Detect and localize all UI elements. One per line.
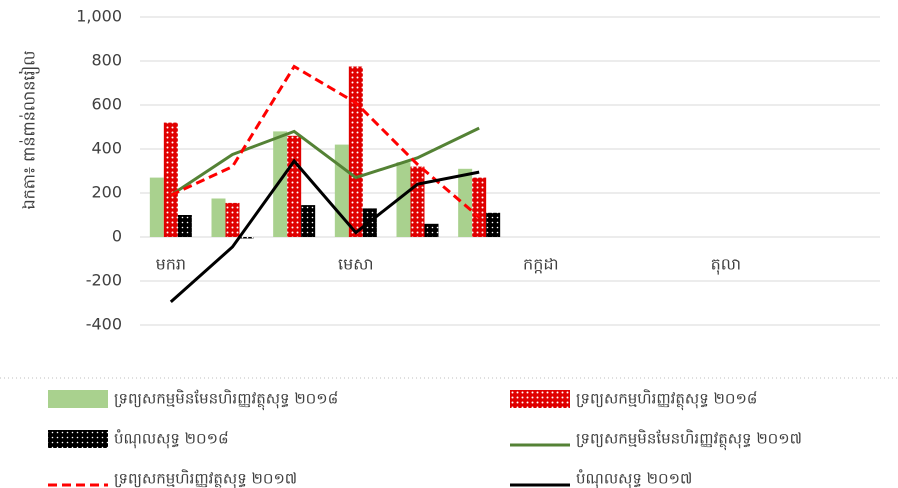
x-tick-label: មករា [156, 255, 186, 274]
y-tick-label: -200 [86, 271, 122, 290]
bar [396, 162, 411, 237]
bar [424, 223, 439, 237]
y-tick-label: 600 [91, 95, 122, 114]
bar [225, 202, 240, 237]
legend-label: បំណុលសុទ្ធ ២០១៧ [576, 469, 692, 488]
bar [239, 237, 254, 239]
bar [211, 198, 226, 237]
y-tick-label: -400 [86, 315, 122, 334]
legend-label: ទ្រព្យសកម្មមិនមែនហិរញ្ញវត្ថុសុទ្ធ ២០១៨ [114, 389, 338, 411]
line [170, 64, 481, 219]
bar [472, 177, 487, 237]
legend-label: ទ្រព្យសកម្មមិនមែនហិរញ្ញវត្ថុសុទ្ធ ២០១៧ [576, 429, 802, 451]
bar [458, 168, 473, 237]
legend-swatch [48, 390, 108, 408]
bar [287, 135, 302, 237]
bar [410, 166, 425, 237]
y-tick-label: 800 [91, 51, 122, 70]
bar [273, 131, 288, 237]
x-tick-label: កក្កដា [523, 255, 559, 274]
legend-swatch [510, 390, 570, 408]
legend-swatch [48, 430, 108, 448]
bar [348, 66, 363, 237]
bar [177, 215, 192, 237]
bar [486, 212, 501, 237]
bar [149, 177, 164, 237]
y-tick-label: 0 [112, 227, 122, 246]
legend-label: ទ្រព្យសកម្មហិរញ្ញវត្ថុសុទ្ធ ២០១៧ [114, 469, 297, 488]
bar [301, 205, 316, 237]
y-tick-label: 200 [91, 183, 122, 202]
bar [163, 122, 178, 237]
x-tick-label: តុលា [711, 255, 741, 276]
y-tick-label: 1,000 [76, 7, 122, 26]
legend-label: បំណុលសុទ្ធ ២០១៨ [114, 429, 229, 449]
y-axis-title: ឯកតា៖ ពាន់ពាន់លានរៀល [19, 50, 41, 209]
line [170, 126, 480, 197]
y-tick-label: 400 [91, 139, 122, 158]
legend-label: ទ្រព្យសកម្មហិរញ្ញវត្ថុសុទ្ធ ២០១៨ [576, 389, 757, 411]
x-tick-label: មេសា [338, 255, 374, 274]
line [169, 158, 480, 304]
